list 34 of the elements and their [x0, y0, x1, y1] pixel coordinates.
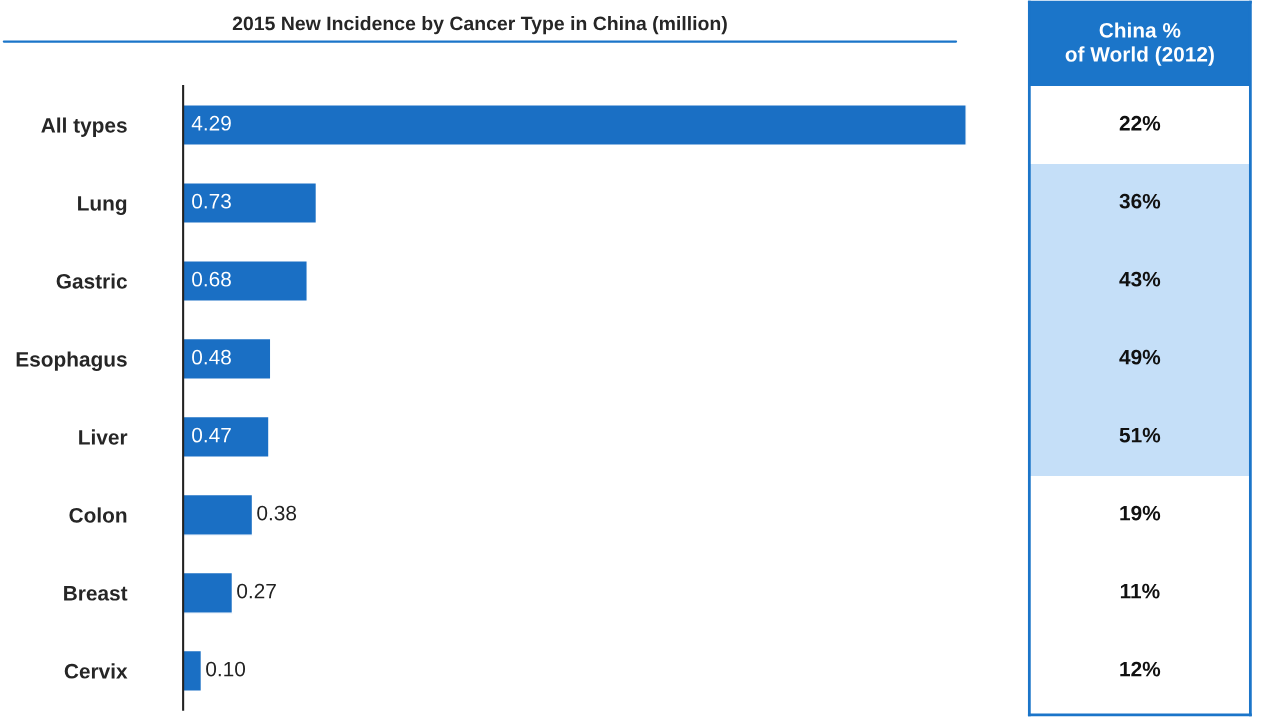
text: 43%	[1119, 271, 1161, 287]
text: 11%	[1120, 583, 1160, 599]
y-tick-label: Liver	[79, 429, 128, 445]
y-tick-label: Gastric	[56, 273, 127, 289]
text: 22%	[1119, 115, 1161, 131]
data-label: 0.38	[257, 505, 297, 521]
bar	[183, 493, 254, 536]
text: 19%	[1120, 505, 1161, 521]
data-label: 0.68	[192, 271, 231, 287]
text: 12%	[1120, 661, 1161, 677]
data-label: 0.27	[237, 583, 276, 599]
y-tick-label: Lung	[78, 196, 127, 215]
y-tick-label: Esophagus	[16, 351, 127, 371]
bar	[183, 649, 203, 692]
text: 51%	[1119, 427, 1161, 443]
bar	[183, 415, 270, 458]
bar	[183, 104, 967, 146]
y-tick-label: All types	[41, 117, 127, 137]
data-label: 0.47	[192, 427, 231, 443]
data-label: 0.48	[192, 349, 231, 365]
y-tick-label: Breast	[64, 586, 128, 601]
bar	[183, 337, 272, 380]
y-tick-label: Cervix	[64, 663, 128, 679]
text: China % of World (2012)	[1065, 22, 1214, 66]
text: 49%	[1119, 349, 1161, 365]
chart-title: 2015 New Incidence by Cancer Type in China (million)	[232, 16, 727, 35]
data-label: 4.29	[191, 115, 231, 131]
data-label: 0.10	[206, 661, 246, 677]
text: 36%	[1119, 193, 1161, 209]
bar	[183, 260, 308, 302]
bar	[183, 182, 318, 224]
data-label: 0.73	[192, 193, 231, 209]
bar	[183, 571, 234, 614]
y-tick-label: Colon	[69, 507, 127, 523]
